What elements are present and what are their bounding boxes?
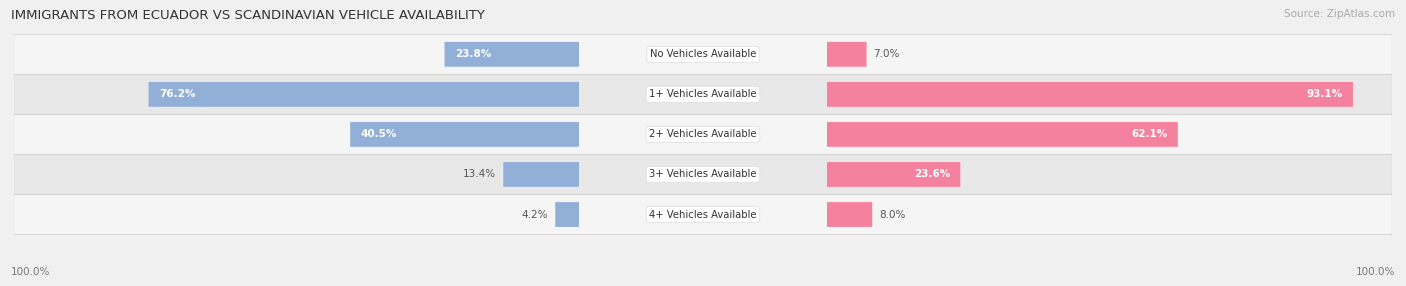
FancyBboxPatch shape: [14, 34, 1392, 74]
FancyBboxPatch shape: [350, 122, 579, 147]
Text: 4+ Vehicles Available: 4+ Vehicles Available: [650, 210, 756, 219]
Text: 8.0%: 8.0%: [879, 210, 905, 219]
FancyBboxPatch shape: [14, 194, 1392, 235]
Text: 93.1%: 93.1%: [1306, 90, 1343, 99]
Text: 62.1%: 62.1%: [1132, 130, 1167, 139]
Text: 100.0%: 100.0%: [1355, 267, 1395, 277]
Text: 1+ Vehicles Available: 1+ Vehicles Available: [650, 90, 756, 99]
FancyBboxPatch shape: [149, 82, 579, 107]
FancyBboxPatch shape: [14, 74, 1392, 114]
Text: 3+ Vehicles Available: 3+ Vehicles Available: [650, 170, 756, 179]
Text: 23.8%: 23.8%: [456, 49, 491, 59]
Text: 7.0%: 7.0%: [873, 49, 900, 59]
Text: No Vehicles Available: No Vehicles Available: [650, 49, 756, 59]
Text: 100.0%: 100.0%: [11, 267, 51, 277]
FancyBboxPatch shape: [827, 202, 872, 227]
FancyBboxPatch shape: [555, 202, 579, 227]
Text: 23.6%: 23.6%: [914, 170, 950, 179]
FancyBboxPatch shape: [827, 82, 1353, 107]
FancyBboxPatch shape: [14, 114, 1392, 154]
FancyBboxPatch shape: [444, 42, 579, 67]
Text: 76.2%: 76.2%: [159, 90, 195, 99]
FancyBboxPatch shape: [827, 162, 960, 187]
FancyBboxPatch shape: [503, 162, 579, 187]
Text: 4.2%: 4.2%: [522, 210, 548, 219]
Text: 40.5%: 40.5%: [360, 130, 396, 139]
FancyBboxPatch shape: [827, 42, 866, 67]
FancyBboxPatch shape: [14, 154, 1392, 194]
Text: 13.4%: 13.4%: [463, 170, 496, 179]
Text: IMMIGRANTS FROM ECUADOR VS SCANDINAVIAN VEHICLE AVAILABILITY: IMMIGRANTS FROM ECUADOR VS SCANDINAVIAN …: [11, 9, 485, 21]
FancyBboxPatch shape: [827, 122, 1178, 147]
Text: Source: ZipAtlas.com: Source: ZipAtlas.com: [1284, 9, 1395, 19]
Text: 2+ Vehicles Available: 2+ Vehicles Available: [650, 130, 756, 139]
